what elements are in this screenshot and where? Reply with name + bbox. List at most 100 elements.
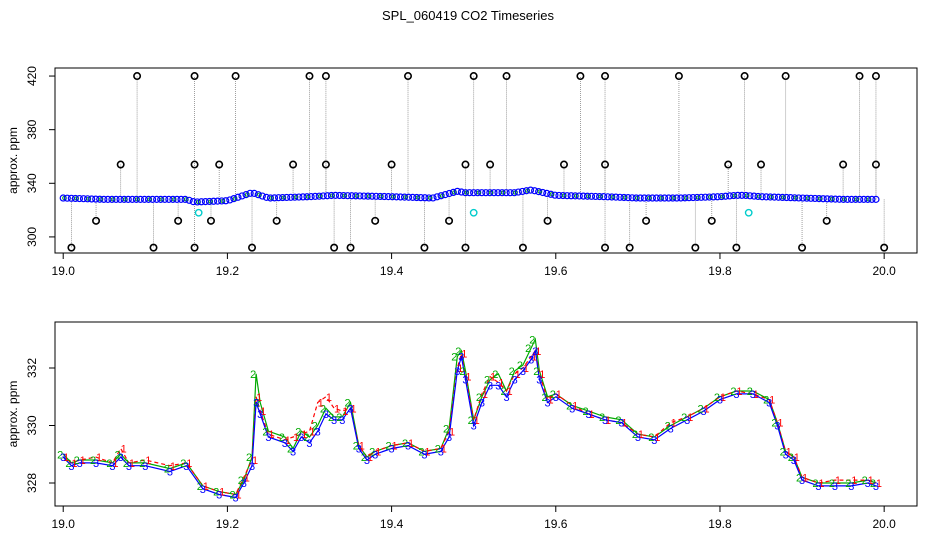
series-point-3: 3 xyxy=(602,415,608,427)
series-point-1: 1 xyxy=(474,415,480,427)
series-point-3: 3 xyxy=(553,392,559,404)
y-axis-label: approx. ppm xyxy=(6,381,20,448)
baseline-point xyxy=(868,195,876,203)
series-point-1: 1 xyxy=(523,363,529,375)
series-point-1: 1 xyxy=(621,418,627,430)
baseline-point xyxy=(92,195,100,203)
series-point-2: 2 xyxy=(763,395,769,407)
outlier-point xyxy=(880,243,889,252)
series-point-2: 2 xyxy=(287,444,293,456)
series-point-1: 1 xyxy=(876,478,882,490)
baseline-point xyxy=(774,193,783,201)
x-tick-label: 19.4 xyxy=(380,264,404,278)
baseline-point xyxy=(721,192,730,200)
series-point-3: 3 xyxy=(233,492,239,504)
outlier-point xyxy=(206,216,215,225)
baseline-point xyxy=(677,194,685,202)
outlier-point xyxy=(502,72,511,81)
series-point-1: 1 xyxy=(654,432,660,444)
series-point-3: 3 xyxy=(799,475,805,487)
baseline-point xyxy=(100,195,108,203)
baseline-point xyxy=(226,196,234,204)
baseline-point xyxy=(449,188,457,197)
series-point-2: 2 xyxy=(681,412,687,424)
baseline-point xyxy=(579,192,587,200)
series-point-2: 2 xyxy=(459,366,465,378)
series-point-3: 3 xyxy=(200,484,206,496)
baseline-point xyxy=(807,194,815,202)
series-point-3: 3 xyxy=(446,432,452,444)
outlier-point xyxy=(871,160,880,169)
series-point-2: 2 xyxy=(238,475,244,487)
series-point-3: 3 xyxy=(109,461,115,473)
baseline-point xyxy=(331,191,340,199)
series-point-2: 2 xyxy=(771,418,777,430)
baseline-point xyxy=(539,188,547,197)
series-point-1: 1 xyxy=(63,452,69,464)
series-point-3: 3 xyxy=(372,449,378,461)
series-point-2: 2 xyxy=(648,432,654,444)
series-point-1: 1 xyxy=(535,346,541,358)
baseline-point xyxy=(563,192,571,200)
baseline-point xyxy=(453,187,461,195)
baseline-point xyxy=(79,195,88,203)
series-point-1: 1 xyxy=(687,412,693,424)
baseline-point xyxy=(701,193,709,201)
baseline-point xyxy=(502,189,510,197)
baseline-point xyxy=(124,195,132,203)
series-point-3: 3 xyxy=(389,444,395,456)
series-point-3: 3 xyxy=(766,398,772,410)
series-point-3: 3 xyxy=(479,398,485,410)
series-point-3: 3 xyxy=(815,481,821,493)
baseline-point xyxy=(283,193,291,202)
outlier-point xyxy=(420,243,429,252)
outlier-point xyxy=(133,72,142,81)
plot-frame-top xyxy=(54,67,918,254)
series-point-3: 3 xyxy=(183,461,189,473)
baseline-point xyxy=(482,189,490,197)
series-point-2: 2 xyxy=(320,403,326,415)
series-point-2: 2 xyxy=(862,475,868,487)
baseline-point xyxy=(197,198,205,206)
series-point-1: 1 xyxy=(244,472,250,484)
series-point-1: 1 xyxy=(260,406,266,418)
series-point-2: 2 xyxy=(386,441,392,453)
baseline-point xyxy=(116,195,124,203)
outlier-point xyxy=(781,72,790,81)
x-tick-label: 19.6 xyxy=(544,517,568,531)
series-point-1: 1 xyxy=(482,389,488,401)
series-point-3: 3 xyxy=(454,366,460,378)
baseline-point xyxy=(258,192,266,200)
outlier-point xyxy=(371,216,380,225)
series-point-1: 1 xyxy=(638,429,644,441)
baseline-point xyxy=(665,194,673,202)
series-point-1: 1 xyxy=(318,398,324,410)
series-point-1: 1 xyxy=(301,429,307,441)
baseline-point xyxy=(531,187,539,195)
baseline-point xyxy=(445,189,453,198)
series-point-1: 1 xyxy=(490,372,496,384)
series-point-1: 1 xyxy=(461,349,467,361)
baseline-point xyxy=(762,193,770,201)
series-point-2: 2 xyxy=(164,464,170,476)
baseline-point xyxy=(770,193,778,201)
x-tick-label: 19.0 xyxy=(52,517,76,531)
outlier-point xyxy=(757,160,766,169)
baseline-point xyxy=(600,193,608,201)
baseline-point xyxy=(429,194,437,202)
baseline-point xyxy=(587,192,596,200)
series-point-1: 1 xyxy=(498,377,504,389)
cyan-point xyxy=(194,208,203,217)
baseline-point xyxy=(214,197,222,205)
series-point-3: 3 xyxy=(783,449,789,461)
outlier-point xyxy=(190,160,199,169)
baseline-point xyxy=(624,194,632,202)
baseline-point xyxy=(348,192,356,200)
series-point-3: 3 xyxy=(421,449,427,461)
baseline-point xyxy=(274,194,283,202)
baseline-point xyxy=(746,192,754,200)
series-point-2: 2 xyxy=(747,386,753,398)
series-point-1: 1 xyxy=(531,352,537,364)
series-point-2: 2 xyxy=(230,490,236,502)
